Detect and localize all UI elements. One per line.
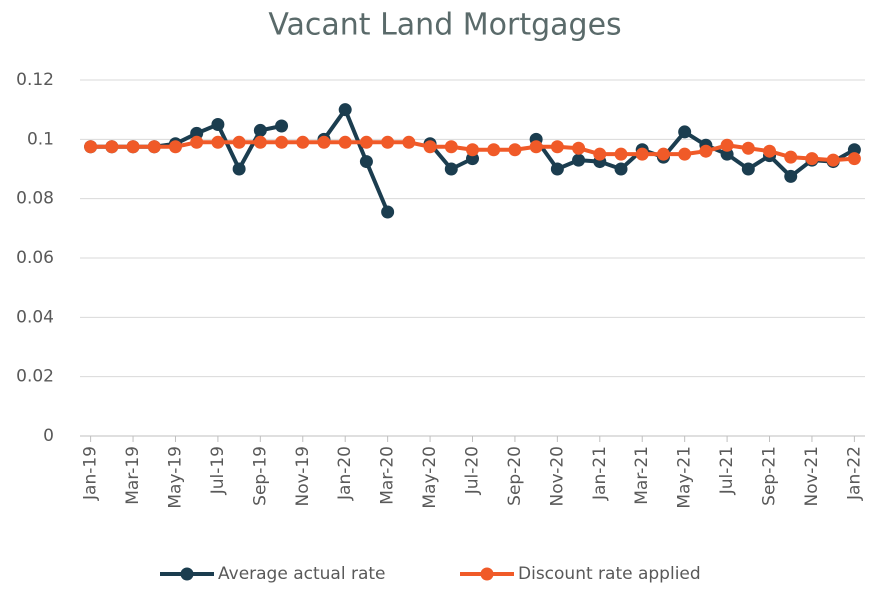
- marker: [381, 205, 395, 219]
- x-tick-label: Nov-19: [293, 446, 313, 507]
- marker: [699, 144, 713, 158]
- marker: [232, 162, 246, 176]
- marker: [84, 140, 98, 154]
- marker: [466, 152, 479, 166]
- y-tick-label: 0.02: [16, 367, 54, 387]
- marker: [423, 140, 437, 154]
- x-tick-label: Jan-19: [81, 446, 101, 501]
- x-tick-label: Mar-21: [632, 446, 652, 505]
- marker: [847, 143, 861, 157]
- marker: [784, 169, 798, 183]
- marker: [275, 119, 289, 133]
- marker: [508, 143, 522, 157]
- marker: [211, 118, 225, 131]
- legend-label: Average actual rate: [218, 564, 386, 584]
- y-tick-label: 0: [43, 426, 54, 446]
- marker: [381, 135, 395, 149]
- marker: [720, 147, 734, 161]
- marker: [359, 155, 373, 169]
- marker: [550, 140, 564, 154]
- marker: [720, 138, 734, 152]
- marker: [338, 135, 352, 149]
- marker: [635, 147, 649, 161]
- x-tick-label: Jul-19: [208, 446, 228, 495]
- x-tick-label: Jan-22: [844, 446, 864, 501]
- x-tick-label: May-19: [165, 446, 185, 509]
- marker: [784, 150, 798, 164]
- marker: [105, 140, 119, 154]
- legend-label: Discount rate applied: [518, 564, 701, 584]
- marker: [253, 123, 267, 137]
- marker: [572, 153, 586, 167]
- x-tick-label: Sep-20: [505, 446, 525, 506]
- x-tick-label: Jul-20: [463, 446, 483, 495]
- marker: [763, 144, 777, 158]
- x-tick-label: Sep-19: [250, 446, 270, 506]
- y-tick-label: 0.08: [16, 189, 54, 209]
- marker: [359, 135, 373, 149]
- legend-marker: [480, 567, 494, 581]
- marker: [741, 162, 755, 176]
- y-tick-label: 0.04: [16, 307, 54, 327]
- legend-marker: [180, 567, 194, 581]
- x-tick-label: May-20: [420, 446, 440, 509]
- marker: [656, 147, 670, 161]
- marker: [678, 147, 692, 161]
- marker: [741, 141, 755, 155]
- marker: [338, 103, 352, 117]
- marker: [466, 143, 479, 157]
- marker: [402, 135, 416, 149]
- marker: [253, 135, 267, 149]
- x-tick-label: Nov-20: [547, 446, 567, 507]
- x-tick-label: May-21: [675, 446, 695, 509]
- marker: [614, 147, 628, 161]
- marker: [550, 162, 564, 176]
- marker: [614, 162, 628, 176]
- y-tick-label: 0.1: [27, 129, 54, 149]
- marker: [190, 126, 204, 140]
- y-tick-label: 0.06: [16, 248, 54, 268]
- y-tick-label: 0.12: [16, 70, 54, 90]
- marker: [805, 152, 819, 166]
- x-tick-label: Mar-20: [378, 446, 398, 505]
- x-tick-label: Sep-21: [760, 446, 780, 506]
- marker: [275, 135, 289, 149]
- marker: [678, 125, 692, 139]
- x-tick-label: Nov-21: [802, 446, 822, 507]
- marker: [211, 135, 225, 149]
- x-tick-label: Jan-20: [335, 446, 355, 501]
- marker: [444, 162, 458, 176]
- marker: [168, 140, 182, 154]
- marker: [317, 135, 331, 149]
- chart-title: Vacant Land Mortgages: [268, 8, 621, 43]
- marker: [232, 135, 246, 149]
- marker: [444, 140, 458, 154]
- series-line: [90, 107, 856, 213]
- marker: [296, 135, 310, 149]
- x-tick-label: Jul-21: [717, 446, 737, 495]
- marker: [529, 140, 543, 154]
- marker: [190, 135, 204, 149]
- marker: [593, 147, 607, 161]
- x-tick-label: Mar-19: [123, 446, 143, 505]
- marker: [826, 153, 840, 167]
- marker: [847, 152, 861, 166]
- marker: [572, 141, 586, 155]
- x-tick-label: Jan-21: [590, 446, 610, 501]
- marker: [487, 143, 501, 157]
- marker: [126, 140, 140, 154]
- marker: [147, 140, 161, 154]
